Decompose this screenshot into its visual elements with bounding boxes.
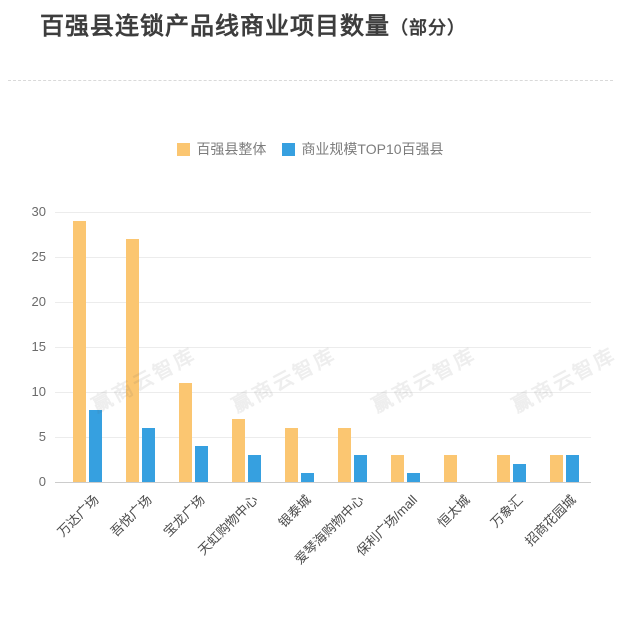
bar-top10 xyxy=(142,428,155,482)
legend-label: 百强县整体 xyxy=(196,141,267,157)
page-title: 百强县连锁产品线商业项目数量（部分） xyxy=(40,6,466,41)
gridline xyxy=(55,257,591,258)
x-axis-line xyxy=(55,482,591,483)
x-axis-label: 招商花园城 xyxy=(522,492,580,549)
bar-overall xyxy=(232,419,245,482)
legend-swatch-orange-icon xyxy=(177,142,191,156)
gridline xyxy=(55,392,591,393)
chart-legend: 百强县整体 商业规模TOP10百强县 xyxy=(0,139,621,159)
x-axis-label: 吾悦广场 xyxy=(107,492,156,540)
legend-label: 商业规模TOP10百强县 xyxy=(301,141,444,157)
legend-swatch-blue-icon xyxy=(282,142,296,156)
gridline xyxy=(55,347,591,348)
x-axis-label: 银泰城 xyxy=(276,492,315,531)
gridline xyxy=(55,302,591,303)
y-tick-label: 0 xyxy=(38,474,46,489)
bar-top10 xyxy=(195,446,208,482)
page-title-suffix: （部分） xyxy=(390,18,466,38)
gridline xyxy=(55,437,591,438)
x-axis-label: 恒太城 xyxy=(435,492,474,531)
y-tick-label: 20 xyxy=(31,294,46,309)
y-tick-label: 5 xyxy=(38,429,46,444)
x-axis-label: 万象汇 xyxy=(488,492,527,531)
y-tick-label: 25 xyxy=(31,249,46,264)
bar-top10 xyxy=(354,455,367,482)
bar-overall xyxy=(126,239,139,482)
y-tick-label: 15 xyxy=(31,339,46,354)
bar-overall xyxy=(179,383,192,482)
page-title-main: 百强县连锁产品线商业项目数量 xyxy=(40,13,390,40)
legend-item-top10[interactable]: 商业规模TOP10百强县 xyxy=(282,139,444,159)
bar-top10 xyxy=(513,464,526,482)
bar-top10 xyxy=(248,455,261,482)
bar-overall xyxy=(285,428,298,482)
y-tick-label: 30 xyxy=(31,204,46,219)
bar-overall xyxy=(497,455,510,482)
bar-top10 xyxy=(566,455,579,482)
plot-area xyxy=(55,212,591,483)
bar-top10 xyxy=(407,473,420,482)
gridline xyxy=(55,212,591,213)
bar-overall xyxy=(391,455,404,482)
y-tick-label: 10 xyxy=(31,384,46,399)
legend-item-overall[interactable]: 百强县整体 xyxy=(177,139,266,159)
bar-overall xyxy=(338,428,351,482)
bar-top10 xyxy=(89,410,102,482)
bar-overall xyxy=(444,455,457,482)
x-axis-label: 万达广场 xyxy=(54,492,103,540)
bar-top10 xyxy=(301,473,314,482)
bar-overall xyxy=(73,221,86,482)
x-axis-label: 宝龙广场 xyxy=(160,492,209,540)
bar-overall xyxy=(550,455,563,482)
title-divider xyxy=(8,80,613,81)
